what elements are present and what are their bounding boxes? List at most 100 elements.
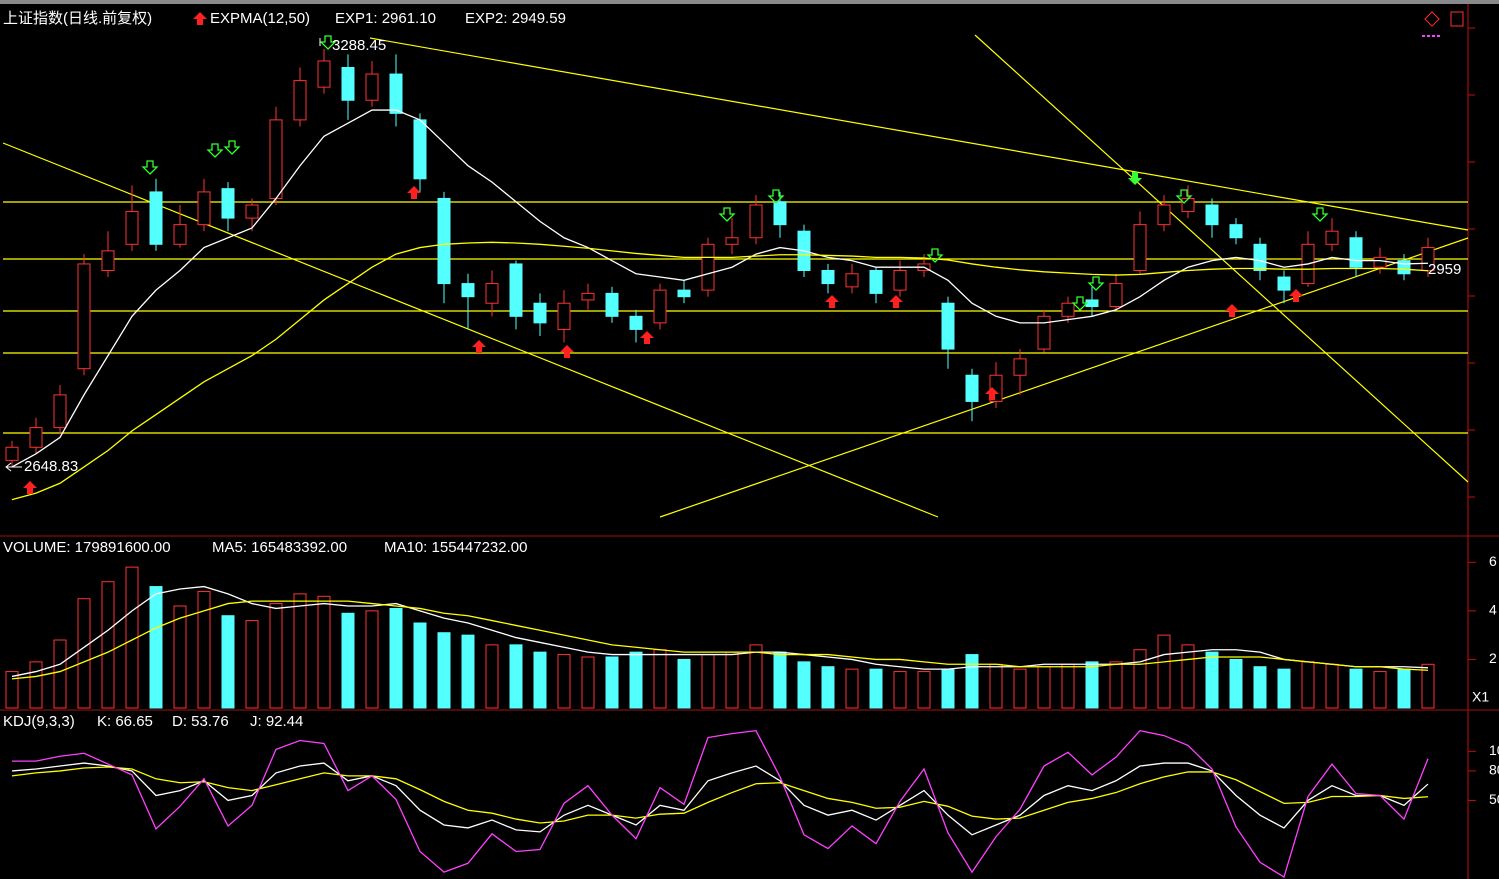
legend-entry: EXP1: 2961.10	[335, 10, 436, 27]
candle-body	[485, 283, 499, 304]
series-line	[11, 241, 1429, 501]
volume-bar	[749, 644, 763, 709]
candle-body	[1277, 276, 1291, 291]
candle-body	[1037, 315, 1051, 350]
candle-body	[725, 237, 739, 245]
volume-bar	[509, 644, 523, 709]
volume-multiplier: X1	[1472, 689, 1489, 705]
candle-body	[749, 204, 763, 239]
volume-bar	[725, 651, 739, 709]
volume-bar	[221, 615, 235, 709]
volume-bar	[797, 661, 811, 709]
top-bar	[0, 0, 1499, 4]
candle-body	[173, 224, 187, 245]
volume-bar	[1397, 668, 1411, 709]
candle-body	[701, 243, 715, 291]
volume-bar	[845, 668, 859, 709]
volume-bar	[653, 649, 667, 709]
y-tick-label: 2	[1489, 650, 1497, 666]
volume-bar	[365, 610, 379, 709]
legend-entry: K: 66.65	[97, 713, 153, 730]
volume-bar	[773, 651, 787, 709]
volume-bar	[317, 595, 331, 709]
candle-body	[581, 292, 595, 301]
legend-entry: J: 92.44	[250, 713, 303, 730]
volume-bar	[1085, 661, 1099, 709]
volume-bar	[557, 654, 571, 709]
candle-body	[845, 273, 859, 288]
candle-body	[293, 80, 307, 121]
candle-body	[1181, 197, 1195, 213]
volume-bar	[485, 644, 499, 709]
candle-body	[1109, 283, 1123, 307]
volume-bar	[29, 661, 43, 709]
volume-bar	[413, 622, 427, 709]
candle-body	[605, 292, 619, 317]
volume-bar	[197, 590, 211, 709]
volume-bar	[5, 671, 19, 709]
volume-bar	[917, 671, 931, 709]
marks	[5, 27, 1476, 879]
high-label: 3288.45	[332, 37, 386, 54]
volume-bar	[533, 651, 547, 709]
volume-bar	[293, 593, 307, 709]
candle-body	[77, 263, 91, 370]
kdj-title: KDJ(9,3,3)	[3, 713, 75, 730]
volume-bar	[461, 634, 475, 709]
candle-body	[1013, 358, 1027, 376]
volume-bar	[965, 654, 979, 709]
trend-line	[974, 34, 1469, 483]
volume-bar	[437, 632, 451, 709]
candle-body	[341, 67, 355, 101]
candle-body	[509, 263, 523, 317]
candle-body	[221, 188, 235, 219]
candle-body	[1349, 237, 1363, 268]
volume-bar	[101, 581, 115, 709]
volume-bar	[1229, 658, 1243, 709]
window-icon[interactable]	[1424, 11, 1440, 27]
volume-bar	[1373, 671, 1387, 709]
candle-body	[389, 73, 403, 114]
volume-bar	[605, 656, 619, 709]
candle-body	[821, 269, 835, 285]
volume-bar	[893, 671, 907, 709]
candle-body	[1229, 224, 1243, 239]
series-line	[11, 109, 1429, 468]
series-line	[11, 600, 1429, 680]
candle-body	[269, 119, 283, 199]
candle-body	[1325, 230, 1339, 245]
legend-entry: MA10: 155447232.00	[384, 539, 527, 556]
y-tick-label: 6	[1489, 553, 1497, 569]
candle-body	[773, 201, 787, 226]
volume-bar	[1277, 668, 1291, 709]
indicator-name: EXPMA(12,50)	[210, 10, 310, 27]
candle-body	[557, 302, 571, 330]
series-line	[12, 729, 1429, 879]
low-pointer-head	[5, 462, 12, 472]
volume-title: VOLUME: 179891600.00	[3, 539, 171, 556]
trend-line	[369, 37, 1469, 231]
candle-body	[1205, 204, 1219, 226]
candle-body	[1085, 299, 1099, 307]
candle-body	[869, 269, 883, 294]
candle-body	[53, 394, 67, 429]
window-icon[interactable]	[1450, 11, 1464, 27]
y-tick-label: 4	[1489, 602, 1497, 618]
volume-bar	[1181, 644, 1195, 709]
volume-bar	[1325, 663, 1339, 709]
candle-body	[1133, 224, 1147, 271]
series-line	[11, 766, 1429, 824]
candle-body	[125, 211, 139, 245]
candle-body	[941, 302, 955, 350]
y-tick-label: 100	[1489, 742, 1499, 758]
y-tick-label: 80	[1489, 762, 1499, 778]
low-label: 2648.83	[24, 458, 78, 475]
volume-bar	[1061, 663, 1075, 709]
candle-body	[5, 446, 19, 461]
candle-body	[1397, 260, 1411, 275]
volume-bar	[389, 607, 403, 709]
candle-body	[413, 119, 427, 180]
volume-bar	[821, 666, 835, 709]
volume-bar	[173, 605, 187, 709]
